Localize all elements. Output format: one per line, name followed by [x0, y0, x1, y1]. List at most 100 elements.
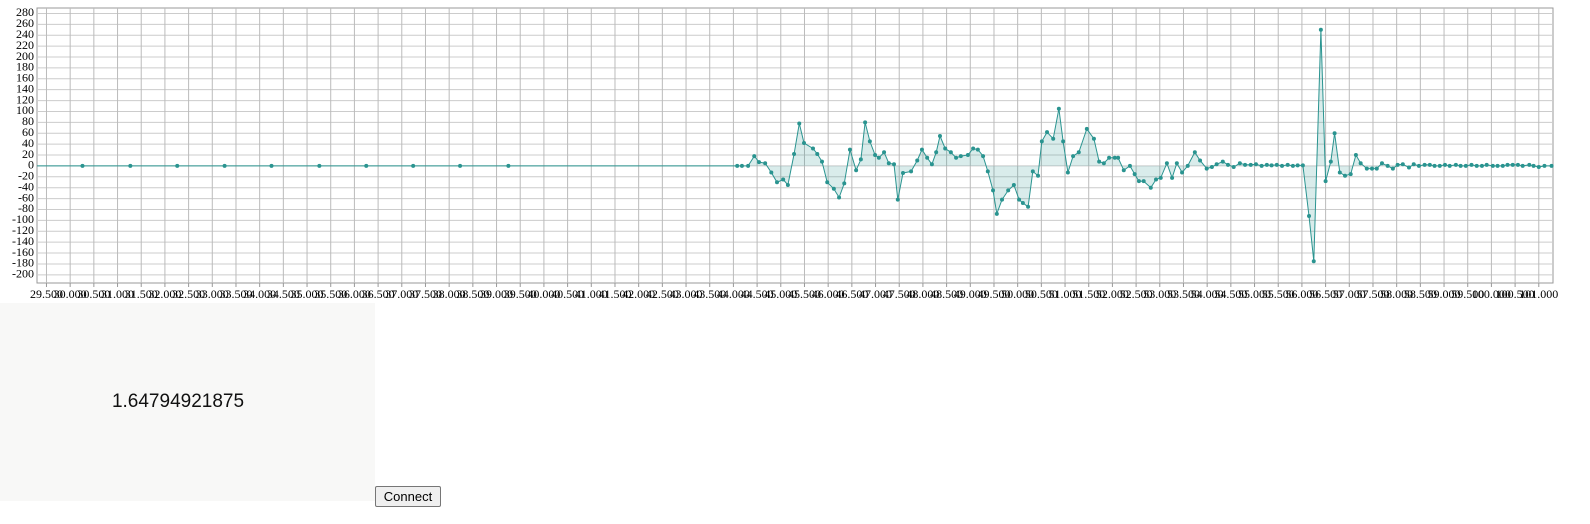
point: [837, 195, 842, 200]
y-tick-label: 180: [16, 60, 34, 74]
point: [1020, 200, 1025, 205]
point: [792, 151, 797, 156]
point: [269, 163, 274, 168]
point: [934, 150, 939, 155]
point: [1076, 150, 1081, 155]
point: [958, 154, 963, 159]
point: [948, 150, 953, 155]
x-tick-label: 49.500: [977, 287, 1010, 301]
x-tick-label: 53.500: [1167, 287, 1200, 301]
point: [1164, 161, 1169, 166]
x-tick-label: 45.500: [788, 287, 821, 301]
x-tick-label: 46.500: [835, 287, 868, 301]
connect-button[interactable]: Connect: [375, 486, 441, 507]
plot-area: [36, 7, 1554, 284]
point: [222, 163, 227, 168]
x-tick-label: 35.500: [314, 287, 347, 301]
point: [752, 154, 757, 159]
y-tick-label: 260: [16, 16, 34, 30]
point: [1432, 163, 1437, 168]
point: [895, 197, 900, 202]
point: [1536, 165, 1541, 170]
point: [1474, 163, 1479, 168]
point: [1469, 162, 1474, 167]
point: [1318, 27, 1323, 32]
x-tick-label: 32.500: [172, 287, 205, 301]
x-tick-label: 37.500: [409, 287, 442, 301]
x-tick-label: 49.000: [954, 287, 987, 301]
point: [1039, 139, 1044, 144]
x-tick-label: 34.500: [267, 287, 300, 301]
point: [854, 168, 859, 173]
point: [735, 163, 740, 168]
y-tick-label: -140: [12, 234, 34, 248]
y-tick-label: -160: [12, 245, 34, 259]
point: [1056, 106, 1061, 111]
y-tick-label: -180: [12, 256, 34, 270]
point: [1442, 162, 1447, 167]
point: [994, 211, 999, 216]
y-tick-label: 160: [16, 71, 34, 85]
point: [1091, 136, 1096, 141]
point: [411, 163, 416, 168]
x-tick-label: 30.500: [77, 287, 110, 301]
point: [1285, 162, 1290, 167]
point: [1527, 162, 1532, 167]
point: [1374, 166, 1379, 171]
point: [1328, 159, 1333, 164]
point: [991, 188, 996, 193]
point: [1549, 163, 1554, 168]
point: [1084, 126, 1089, 131]
point: [1542, 163, 1547, 168]
x-tick-label: 40.000: [527, 287, 560, 301]
point: [781, 177, 786, 182]
x-tick-label: 41.500: [598, 287, 631, 301]
x-tick-label: 39.500: [504, 287, 537, 301]
x-tick-label: 30.000: [54, 287, 87, 301]
point: [847, 147, 852, 152]
point: [1422, 162, 1427, 167]
point: [1148, 185, 1153, 190]
point: [1311, 259, 1316, 264]
point: [892, 162, 897, 167]
point: [785, 182, 790, 187]
point: [1531, 163, 1536, 168]
x-tick-label: 101.000: [1519, 287, 1558, 301]
y-tick-label: 40: [22, 136, 34, 150]
point: [1030, 169, 1035, 174]
point: [909, 169, 914, 174]
x-tick-label: 41.000: [575, 287, 608, 301]
point: [1121, 168, 1126, 173]
x-tick-label: 38.000: [433, 287, 466, 301]
point: [858, 157, 863, 162]
point: [863, 120, 868, 125]
point: [925, 155, 930, 160]
point: [1061, 139, 1066, 144]
x-tick-label: 59.500: [1451, 287, 1484, 301]
point: [1170, 175, 1175, 180]
point: [1017, 197, 1022, 202]
point: [802, 141, 807, 146]
x-tick-label: 37.000: [385, 287, 418, 301]
point: [1400, 162, 1405, 167]
point: [876, 155, 881, 160]
point: [1427, 162, 1432, 167]
point: [1479, 163, 1484, 168]
x-tick-label: 29.500: [30, 287, 63, 301]
point: [1490, 163, 1495, 168]
point: [756, 160, 761, 165]
point: [1437, 163, 1442, 168]
point: [746, 163, 751, 168]
point: [937, 133, 942, 138]
point: [981, 154, 986, 159]
point: [1259, 163, 1264, 168]
point: [1348, 172, 1353, 177]
point: [1237, 161, 1242, 166]
point: [1231, 165, 1236, 170]
x-tick-label: 33.000: [196, 287, 229, 301]
point: [506, 163, 511, 168]
x-tick-label: 55.000: [1238, 287, 1271, 301]
x-tick-label: 58.000: [1380, 287, 1413, 301]
x-tick-label: 57.500: [1356, 287, 1389, 301]
